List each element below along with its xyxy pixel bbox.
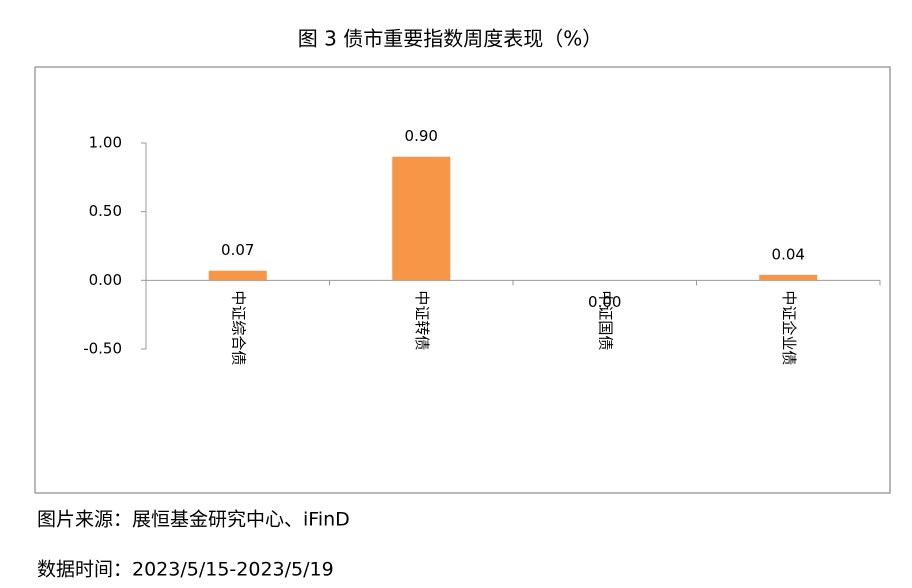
y-tick-label: 1.00 bbox=[89, 134, 122, 152]
value-label: 0.07 bbox=[221, 241, 254, 259]
y-tick-label: 0.50 bbox=[89, 202, 122, 220]
date-note: 数据时间：2023/5/15-2023/5/19 bbox=[37, 559, 334, 581]
x-tick-label: 中证企业债 bbox=[780, 290, 798, 365]
source-note: 图片来源：展恒基金研究中心、iFinD bbox=[37, 509, 350, 531]
value-label: 0.00 bbox=[588, 293, 621, 311]
value-label: 0.04 bbox=[772, 245, 805, 263]
bar bbox=[759, 274, 818, 281]
x-tick-label: 中证国债 bbox=[596, 290, 614, 350]
bar bbox=[392, 156, 451, 281]
x-tick-label: 中证转债 bbox=[413, 290, 431, 350]
y-tick-label: 0.00 bbox=[89, 271, 122, 289]
y-tick-label: -0.50 bbox=[83, 340, 122, 358]
x-tick-label: 中证综合债 bbox=[229, 290, 247, 365]
value-label: 0.90 bbox=[405, 127, 438, 145]
bar bbox=[208, 270, 267, 281]
chart-title: 图 3 债市重要指数周度表现（%） bbox=[298, 27, 602, 51]
plot-frame bbox=[34, 66, 891, 494]
